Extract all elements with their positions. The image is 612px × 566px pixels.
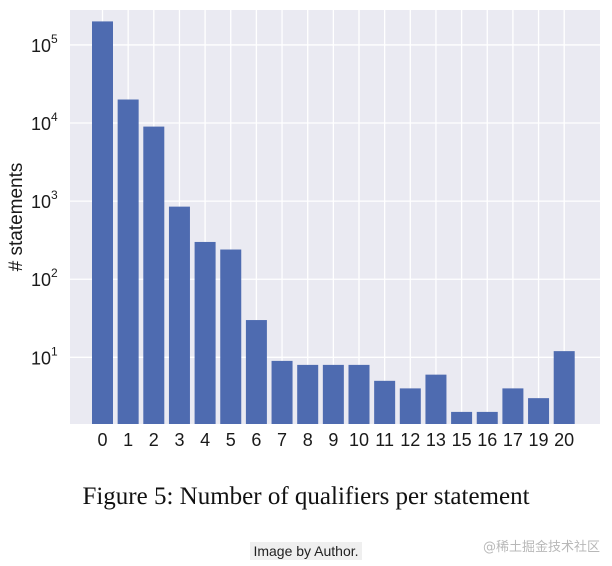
x-tick-label: 17 xyxy=(503,430,523,450)
x-tick-label: 13 xyxy=(426,430,446,450)
x-tick-label: 1 xyxy=(123,430,133,450)
x-tick-label: 10 xyxy=(349,430,369,450)
x-tick-labels: 0 1 2 3 4 5 6 7 8 9 10 11 12 13 15 16 17 19 20 xyxy=(97,430,574,450)
bar-3 xyxy=(168,206,190,424)
x-tick-label: 11 xyxy=(375,430,394,450)
bar-8 xyxy=(297,364,319,424)
x-tick-label: 16 xyxy=(477,430,497,450)
x-tick-label: 5 xyxy=(226,430,236,450)
x-tick-label: 3 xyxy=(174,430,184,450)
x-tick-label: 19 xyxy=(529,430,549,450)
x-tick-label: 7 xyxy=(277,430,287,450)
y-axis-label: # statements xyxy=(6,163,27,272)
x-tick-label: 8 xyxy=(303,430,313,450)
bars xyxy=(92,21,575,425)
bar-4 xyxy=(194,241,216,424)
x-tick-label: 6 xyxy=(251,430,261,450)
x-tick-label: 15 xyxy=(452,430,472,450)
bar-16 xyxy=(476,411,498,424)
y-tick-label: 105 xyxy=(31,32,58,56)
bar-19 xyxy=(528,398,550,424)
bar-5 xyxy=(220,249,242,424)
bar-20 xyxy=(553,351,575,424)
figure-caption: Figure 5: Number of qualifiers per state… xyxy=(82,483,530,510)
y-tick-label: 102 xyxy=(31,266,58,290)
bar-17 xyxy=(502,388,524,424)
x-tick-label: 4 xyxy=(200,430,210,450)
x-tick-label: 0 xyxy=(97,430,107,450)
bar-7 xyxy=(271,360,293,424)
bar-1 xyxy=(117,99,139,424)
x-tick-label: 12 xyxy=(400,430,420,450)
image-credit: Image by Author. xyxy=(0,542,612,560)
bar-0 xyxy=(92,21,113,424)
bar-15 xyxy=(451,411,473,424)
y-tick-label: 104 xyxy=(31,110,58,134)
bar-13 xyxy=(425,374,447,424)
bar-2 xyxy=(143,126,165,425)
watermark: @稀土掘金技术社区 xyxy=(482,540,600,555)
y-tick-label: 101 xyxy=(31,344,58,368)
bar-10 xyxy=(348,364,370,424)
bar-11 xyxy=(374,380,396,424)
bar-12 xyxy=(399,388,421,424)
bar-9 xyxy=(322,364,344,424)
y-tick-label: 103 xyxy=(31,188,58,212)
bar-6 xyxy=(245,320,267,424)
image-credit-text: Image by Author. xyxy=(250,542,362,560)
x-tick-label: 2 xyxy=(149,430,159,450)
x-tick-label: 9 xyxy=(328,430,338,450)
x-tick-label: 20 xyxy=(554,430,574,450)
y-tick-labels: 101 102 103 104 105 xyxy=(31,32,58,368)
